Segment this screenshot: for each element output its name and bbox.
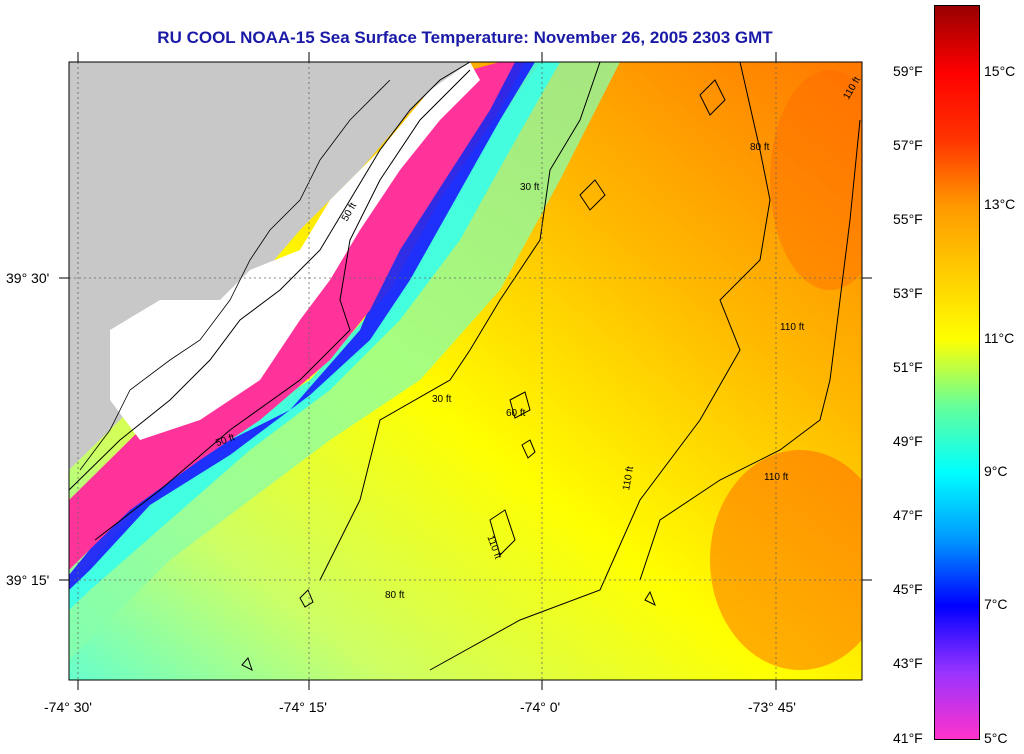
colorbar-fahrenheit-label: 49°F (893, 433, 923, 449)
colorbar-fahrenheit-label: 55°F (893, 211, 923, 227)
contour-label-110ft-middle: 110 ft (621, 465, 636, 491)
contour-shoal-4 (521, 439, 536, 459)
coastline-inner (79, 79, 391, 471)
map-title: RU COOL NOAA-15 Sea Surface Temperature:… (157, 28, 773, 47)
x-tick-label: -73° 45' (748, 699, 796, 715)
coastline (68, 61, 471, 491)
contour-shoal-3 (509, 391, 531, 419)
contour-label-30ft-south: 30 ft (432, 394, 452, 405)
colorbar-celsius-label: 15°C (984, 63, 1016, 79)
colorbar-celsius-label: 11°C (984, 330, 1015, 346)
contour-110ft (639, 119, 861, 581)
contour-shoal-6 (299, 589, 314, 608)
x-tick-label: -74° 0' (520, 699, 561, 715)
colorbar-fahrenheit-label: 41°F (893, 730, 923, 746)
colorbar-celsius-label: 7°C (984, 596, 1008, 612)
axis-ticks (59, 52, 872, 690)
contour-shoal-5 (489, 509, 516, 556)
y-tick-label: 39° 15' (6, 572, 50, 588)
contour-30ft (319, 62, 601, 581)
colorbar-celsius-label: 5°C (984, 730, 1008, 746)
contour-label-30ft-north: 30 ft (520, 182, 540, 193)
bathymetry-contours (94, 62, 861, 671)
colorbar-fahrenheit-label: 53°F (893, 285, 923, 301)
map-frame (68, 61, 863, 681)
x-tick-label: -74° 15' (279, 699, 327, 715)
colorbar-fahrenheit-label: 45°F (893, 581, 923, 597)
contour-shoal-8 (241, 657, 253, 671)
contour-shoal-2 (579, 179, 606, 211)
contour-label-110ft-east: 110 ft (780, 322, 804, 333)
cloud-mask (110, 62, 480, 440)
colorbar-fahrenheit-label: 51°F (893, 359, 923, 375)
blue-band (69, 62, 535, 590)
contour-50ft (94, 69, 471, 541)
contour-80ft (429, 62, 771, 671)
colorbar-celsius-label: 9°C (984, 463, 1008, 479)
colorbar-fahrenheit-label: 43°F (893, 655, 923, 671)
colorbar-fahrenheit-label: 57°F (893, 137, 923, 153)
temperature-colorbar (934, 5, 980, 740)
x-tick-label: -74° 30' (44, 699, 92, 715)
colorbar-fahrenheit-label: 59°F (893, 63, 923, 79)
contour-label-60ft: 60 ft (506, 408, 526, 419)
contour-label-80ft-north: 80 ft (750, 142, 770, 153)
y-tick-label: 39° 30' (6, 270, 50, 286)
contour-label-110ft-southeast: 110 ft (764, 472, 788, 483)
warm-patch-northeast (770, 70, 862, 290)
colorbar-celsius-label: 13°C (984, 196, 1016, 212)
graticule (69, 62, 862, 680)
contour-label-80ft-south: 80 ft (385, 590, 405, 601)
colorbar-fahrenheit-label: 47°F (893, 507, 923, 523)
contour-shoal-7 (644, 590, 656, 607)
contour-shoal-1 (699, 79, 726, 116)
warm-patch-southeast (710, 450, 862, 670)
